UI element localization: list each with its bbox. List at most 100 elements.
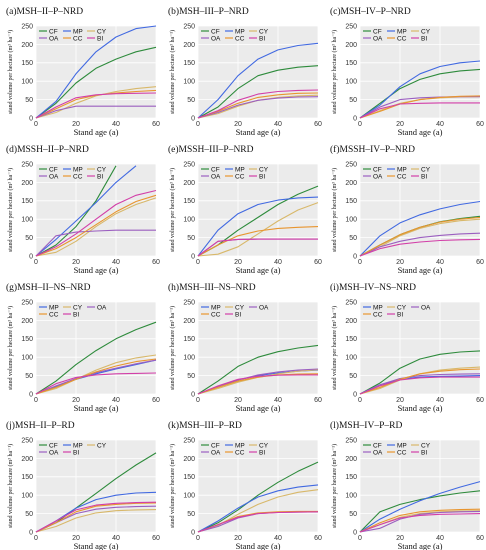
legend-label-cc: CC <box>235 35 245 42</box>
panel-title: (b)MSH–III–P–NRD <box>168 6 249 17</box>
legend-label-bi: BI <box>97 173 103 180</box>
x-tick-label: 0 <box>34 535 38 542</box>
series-line-cy <box>35 509 157 533</box>
series-line-oa <box>359 510 481 533</box>
y-tick-label: 150 <box>345 474 357 481</box>
x-tick-label: 0 <box>196 259 200 266</box>
y-axis-label: stand volume per hectare (m³ ha⁻¹) <box>331 168 338 252</box>
x-tick-label: 0 <box>34 397 38 404</box>
x-tick-label: 20 <box>72 121 80 128</box>
legend-label-cc: CC <box>73 35 83 42</box>
x-tick-label: 0 <box>358 535 362 542</box>
legend-label-mp: MP <box>49 304 59 311</box>
y-tick-label: 0 <box>353 391 357 398</box>
legend-label-cy: CY <box>259 166 269 173</box>
series-line-mp <box>197 42 319 119</box>
x-tick-label: 60 <box>152 121 160 128</box>
x-tick-label: 40 <box>274 121 282 128</box>
series-line-cf <box>359 350 481 395</box>
legend-label-cf: CF <box>211 28 220 35</box>
legend-label-oa: OA <box>373 35 383 42</box>
x-tick-label: 60 <box>152 259 160 266</box>
legend-label-oa: OA <box>373 449 383 456</box>
legend-label-cc: CC <box>373 311 383 318</box>
y-tick-label: 100 <box>345 79 357 86</box>
panel-title: (a)MSH–II–P–NRD <box>6 6 83 17</box>
chart-panel-8: 0 50 100 150 200 250 0 20 40 60 MP CY OA CC BI (h)MSH–I… <box>168 282 322 413</box>
y-tick-label: 150 <box>21 198 33 205</box>
y-tick-label: 100 <box>21 79 33 86</box>
series-line-cc <box>197 373 319 395</box>
y-tick-label: 100 <box>21 217 33 224</box>
series-line-cf <box>197 65 319 119</box>
y-tick-label: 50 <box>25 97 33 104</box>
series-line-mp <box>197 484 319 533</box>
y-tick-label: 150 <box>183 336 195 343</box>
x-tick-label: 60 <box>152 535 160 542</box>
legend-label-cf: CF <box>211 442 220 449</box>
y-axis-label: stand volume per hectare (m³ ha⁻¹) <box>7 444 14 528</box>
y-tick-label: 0 <box>29 253 33 260</box>
series-line-oa <box>35 359 157 395</box>
legend-label-oa: OA <box>97 304 107 311</box>
legend-label-bi: BI <box>235 311 241 318</box>
series-line-cf <box>197 461 319 533</box>
chart-panel-1: 0 50 100 150 200 250 0 20 40 60 CF MP CY OA CC BI (a)MSH… <box>6 6 160 137</box>
legend-label-cf: CF <box>373 166 382 173</box>
legend-label-mp: MP <box>397 442 407 449</box>
x-axis-label: Stand age (a) <box>74 127 119 137</box>
series-line-mp <box>197 196 319 257</box>
y-tick-label: 200 <box>21 456 33 463</box>
x-tick-label: 20 <box>234 121 242 128</box>
x-tick-label: 0 <box>196 397 200 404</box>
series-line-cf <box>35 46 157 119</box>
series-line-cc <box>359 368 481 395</box>
legend-label-cf: CF <box>373 28 382 35</box>
x-tick-label: 60 <box>314 121 322 128</box>
y-tick-label: 100 <box>345 493 357 500</box>
legend-label-cf: CF <box>49 166 58 173</box>
chart-panel-2: 0 50 100 150 200 250 0 20 40 60 CF MP CY OA CC BI (b)MSH… <box>168 6 322 137</box>
x-tick-label: 40 <box>274 259 282 266</box>
legend-label-cy: CY <box>397 304 407 311</box>
legend-label-cc: CC <box>211 311 221 318</box>
x-axis-label: Stand age (a) <box>236 265 281 275</box>
panel-title: (i)MSH–IV–NS–NRD <box>330 282 416 293</box>
series-line-cc <box>35 358 157 395</box>
legend-label-mp: MP <box>397 28 407 35</box>
legend-label-mp: MP <box>73 28 83 35</box>
x-tick-label: 0 <box>34 121 38 128</box>
y-axis-label: stand volume per hectare (m³ ha⁻¹) <box>331 306 338 390</box>
legend-label-cf: CF <box>373 442 382 449</box>
y-tick-label: 200 <box>345 42 357 49</box>
panel-title: (l)MSH–IV–P–RD <box>330 420 402 431</box>
legend-label-bi: BI <box>259 449 265 456</box>
legend-label-bi: BI <box>421 173 427 180</box>
y-tick-label: 150 <box>21 336 33 343</box>
series-line-bi <box>359 376 480 395</box>
legend-label-bi: BI <box>397 311 403 318</box>
legend-label-cc: CC <box>397 173 407 180</box>
series-line-mp <box>359 60 481 119</box>
legend-label-mp: MP <box>73 442 83 449</box>
y-tick-label: 50 <box>25 235 33 242</box>
legend-label-oa: OA <box>211 449 221 456</box>
series-line-mp <box>35 25 157 119</box>
y-tick-label: 50 <box>349 373 357 380</box>
x-tick-label: 60 <box>314 397 322 404</box>
y-axis-label: stand volume per hectare (m³ ha⁻¹) <box>7 168 14 252</box>
x-tick-label: 40 <box>436 259 444 266</box>
plot-background <box>360 302 480 394</box>
legend-label-cc: CC <box>397 35 407 42</box>
y-tick-label: 150 <box>21 474 33 481</box>
x-tick-label: 20 <box>396 259 404 266</box>
series-line-cy <box>35 86 157 119</box>
y-tick-label: 50 <box>349 511 357 518</box>
legend-label-oa: OA <box>373 173 383 180</box>
legend-label-mp: MP <box>235 28 245 35</box>
y-tick-label: 150 <box>345 336 357 343</box>
y-tick-label: 150 <box>21 60 33 67</box>
y-tick-label: 50 <box>25 373 33 380</box>
x-tick-label: 60 <box>476 397 484 404</box>
